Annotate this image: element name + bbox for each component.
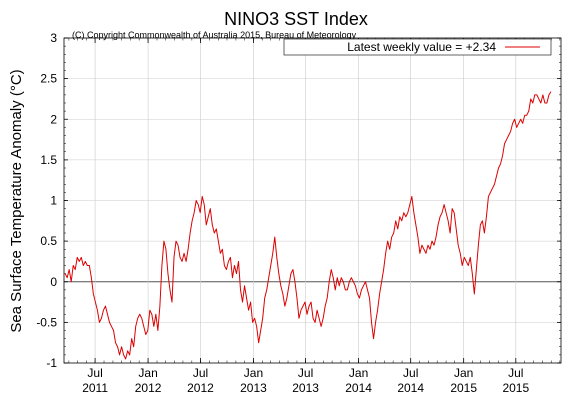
- x-tick-label-month: Jul: [298, 366, 313, 380]
- x-tick-label-month: Jan: [244, 366, 263, 380]
- chart-copyright: (C) Copyright Commonwealth of Australia …: [72, 30, 357, 40]
- x-tick-label-year: 2011: [82, 381, 108, 395]
- legend-box: [283, 38, 552, 56]
- axes: -1-0.500.511.522.53Jul2011Jan2012Jul2012…: [36, 31, 562, 395]
- y-tick-label: -0.5: [36, 315, 57, 329]
- x-tick-label-year: 2014: [397, 381, 424, 395]
- y-tick-label: 3: [50, 31, 57, 45]
- y-tick-label: 1: [50, 194, 57, 208]
- x-tick-label-month: Jul: [508, 366, 523, 380]
- y-tick-label: 0: [50, 275, 57, 289]
- chart-title: NINO3 SST Index: [224, 9, 368, 29]
- x-tick-label-year: 2015: [502, 381, 529, 395]
- y-tick-label: 2: [50, 112, 57, 126]
- y-axis-label: Sea Surface Temperature Anomaly (°C): [8, 69, 25, 332]
- x-tick-label-year: 2015: [450, 381, 477, 395]
- x-tick-label-year: 2014: [345, 381, 372, 395]
- x-tick-label-month: Jul: [87, 366, 102, 380]
- y-tick-label: 0.5: [40, 234, 57, 248]
- x-tick-label-month: Jan: [454, 366, 473, 380]
- series-lines: [64, 91, 552, 360]
- x-tick-label-month: Jan: [349, 366, 368, 380]
- y-tick-label: 1.5: [40, 153, 57, 167]
- x-tick-label-year: 2012: [135, 381, 162, 395]
- x-tick-label-month: Jan: [138, 366, 157, 380]
- y-tick-label: -1: [46, 356, 57, 370]
- x-tick-label-year: 2013: [292, 381, 319, 395]
- x-tick-label-month: Jul: [193, 366, 208, 380]
- legend-label: Latest weekly value = +2.34: [347, 40, 496, 54]
- x-tick-label-year: 2013: [240, 381, 267, 395]
- y-tick-label: 2.5: [40, 72, 57, 86]
- series-line: [64, 91, 552, 360]
- x-tick-label-year: 2012: [187, 381, 214, 395]
- x-tick-label-month: Jul: [403, 366, 418, 380]
- legend: Latest weekly value = +2.34: [283, 38, 552, 56]
